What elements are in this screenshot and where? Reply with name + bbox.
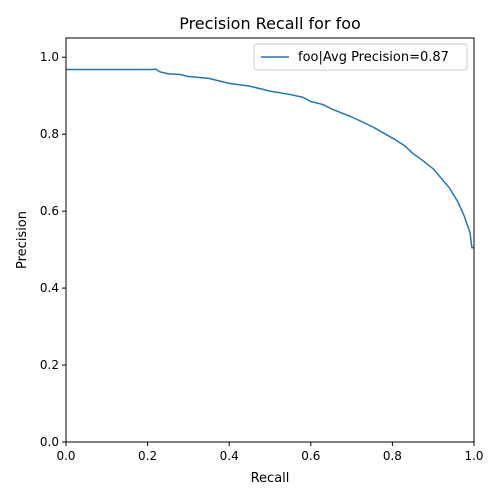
legend: foo|Avg Precision=0.87 [253,43,468,71]
plot-area [66,38,474,442]
y-tick-label: 0.8 [40,127,59,141]
y-tick-label: 0.2 [40,358,59,372]
legend-entry-label: foo|Avg Precision=0.87 [298,50,449,65]
y-axis: 0.0 0.2 0.4 0.6 0.8 1.0 [40,50,66,449]
x-axis-label: Recall [251,471,290,486]
x-tick-label: 0.0 [56,449,75,463]
y-tick-label: 0.0 [40,435,59,449]
y-tick-label: 1.0 [40,50,59,64]
y-axis-label: Precision [15,211,30,269]
x-tick-label: 1.0 [464,449,483,463]
x-tick-label: 0.2 [138,449,157,463]
x-tick-label: 0.6 [301,449,320,463]
plot-frame [65,37,475,443]
x-axis: 0.0 0.2 0.4 0.6 0.8 1.0 [56,442,484,463]
chart-title: Precision Recall for foo [179,14,361,33]
y-tick-label: 0.4 [40,281,59,295]
x-tick-label: 0.8 [383,449,402,463]
series-line [66,68,474,249]
legend-box [253,43,468,71]
x-tick-label: 0.4 [220,449,239,463]
y-tick-label: 0.6 [40,204,59,218]
